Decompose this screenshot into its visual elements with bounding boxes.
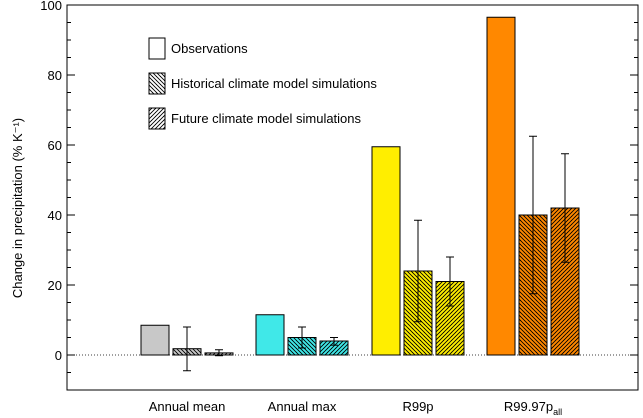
y-tick-label: 100 — [40, 0, 62, 13]
x-category-label: Annual max — [268, 399, 337, 414]
axis-layer: 0 20 40 60 80 100 Annual mean Annual max R99p R99… — [40, 0, 638, 417]
legend-swatch — [148, 107, 166, 130]
bar — [255, 314, 285, 356]
y-tick-label: 20 — [48, 278, 62, 293]
y-tick-label: 80 — [48, 68, 62, 83]
legend-swatch-hatch — [149, 108, 165, 129]
legend-label: Historical climate model simulations — [171, 76, 377, 91]
bar-fill — [487, 17, 515, 355]
x-category-label: R99.97pall — [504, 399, 562, 417]
legend-swatch — [148, 72, 166, 95]
bar-hatch — [320, 341, 348, 355]
bar — [486, 16, 516, 356]
errorbars-layer — [183, 135, 569, 372]
x-category-label: Annual mean — [149, 399, 226, 414]
bars-layer — [140, 16, 580, 356]
bar — [371, 146, 401, 356]
y-axis-title: Change in precipitation (% K⁻¹) — [10, 118, 25, 298]
y-tick-label: 40 — [48, 208, 62, 223]
bar-fill — [141, 325, 169, 355]
bar-fill — [256, 314, 284, 355]
legend: Observations Historical climate model sim… — [148, 37, 377, 130]
legend-label: Observations — [171, 41, 248, 56]
bar — [140, 324, 170, 356]
y-tick-label: 0 — [55, 348, 62, 363]
bar-fill — [372, 146, 400, 355]
y-tick-label: 60 — [48, 138, 62, 153]
legend-label: Future climate model simulations — [171, 111, 362, 126]
legend-swatch-hatch — [149, 73, 165, 94]
x-category-label: R99p — [402, 399, 433, 414]
legend-swatch-bg — [149, 38, 165, 59]
legend-swatch — [148, 37, 166, 60]
